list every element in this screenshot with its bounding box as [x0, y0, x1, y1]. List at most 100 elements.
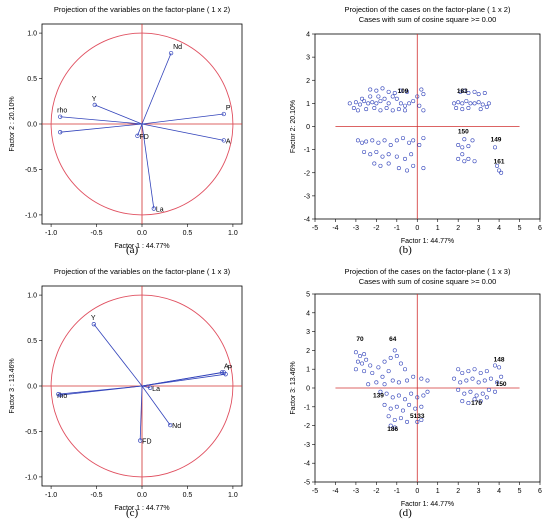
case-point — [390, 395, 395, 400]
case-point — [400, 136, 405, 141]
case-point — [409, 152, 414, 157]
case-point — [415, 94, 420, 99]
variable-point — [168, 50, 174, 56]
x-tick-label: -3 — [353, 488, 359, 495]
variable-label: rho — [57, 393, 67, 400]
y-tick-label: 2 — [306, 78, 310, 85]
case-point — [370, 370, 375, 375]
case-point — [484, 395, 489, 400]
case-point — [466, 106, 471, 111]
case-point — [497, 365, 502, 370]
case-point — [499, 374, 504, 379]
case-point — [398, 88, 403, 93]
case-point — [384, 391, 389, 396]
variable-point — [92, 102, 97, 108]
case-point — [378, 108, 383, 113]
case-point — [460, 101, 465, 106]
case-point — [386, 89, 391, 94]
case-point — [478, 399, 483, 404]
y-tick-label: -3 — [304, 193, 310, 200]
case-point — [472, 101, 477, 106]
case-point — [355, 108, 360, 113]
variable-point — [219, 370, 225, 375]
variable-point — [58, 130, 63, 135]
y-tick-label: 3 — [306, 55, 310, 62]
case-point — [480, 391, 485, 396]
case-point — [497, 168, 502, 173]
case-point — [421, 166, 426, 171]
case-point — [398, 361, 403, 366]
x-tick-label: 0.0 — [137, 230, 147, 237]
case-point — [472, 159, 477, 164]
chart-variables-f1-f3: Projection of the variables on the facto… — [2, 264, 274, 522]
x-tick-label: -1 — [394, 488, 400, 495]
variable-vector — [141, 123, 155, 209]
variable-vector — [141, 52, 172, 125]
case-point — [466, 401, 471, 406]
case-point — [394, 354, 399, 359]
case-point — [396, 380, 401, 385]
case-point — [355, 359, 360, 364]
case-point — [493, 145, 498, 150]
case-point — [394, 154, 399, 159]
variable-vector — [60, 123, 143, 133]
case-point — [495, 163, 500, 168]
case-point — [468, 389, 473, 394]
y-tick-label: -5 — [304, 480, 310, 487]
x-tick-label: 2 — [456, 488, 460, 495]
variable-vector — [141, 385, 151, 389]
x-tick-label: 1.0 — [228, 492, 238, 499]
case-point — [458, 89, 463, 94]
case-point — [470, 376, 475, 381]
case-point — [419, 417, 424, 422]
variable-label: P — [226, 105, 231, 112]
case-point — [364, 107, 369, 112]
case-point — [370, 100, 375, 105]
x-tick-label: 0 — [415, 488, 419, 495]
case-point — [403, 156, 408, 161]
case-point — [466, 144, 471, 149]
case-point — [362, 352, 367, 357]
variable-point — [221, 111, 226, 117]
case-point — [362, 99, 367, 104]
case-point — [376, 365, 381, 370]
case-point — [462, 391, 467, 396]
y-tick-label: 1.0 — [27, 31, 37, 38]
case-point — [460, 399, 465, 404]
x-axis-label: Factor 1: 44.77% — [401, 501, 454, 508]
case-point — [421, 108, 426, 113]
y-tick-label: -1.0 — [25, 212, 37, 219]
y-tick-label: -4 — [304, 217, 310, 224]
variable-label: Y — [92, 96, 97, 103]
case-point — [421, 136, 426, 141]
case-point — [464, 378, 469, 383]
chart-title: Projection of the cases on the factor-pl… — [345, 5, 511, 14]
case-point — [364, 357, 369, 362]
variable-vector — [94, 104, 143, 125]
case-point — [374, 380, 379, 385]
case-point — [392, 425, 397, 430]
chart-svg: Projection of the cases on the factor-pl… — [290, 267, 542, 508]
variable-vector — [141, 385, 171, 426]
unit-circle — [50, 294, 234, 478]
case-point — [358, 102, 363, 107]
panel-label-b: (b) — [399, 244, 412, 256]
variable-vector — [141, 113, 224, 125]
case-point — [488, 376, 493, 381]
case-point — [372, 106, 377, 111]
variable-point — [91, 322, 96, 327]
case-point — [382, 138, 387, 143]
case-label: 150 — [458, 128, 469, 135]
variable-point — [221, 138, 226, 143]
case-point — [360, 361, 365, 366]
case-point — [368, 87, 373, 92]
x-tick-label: -3 — [353, 225, 359, 232]
case-point — [417, 103, 422, 108]
x-tick-label: -1.0 — [45, 230, 57, 237]
case-point — [407, 101, 412, 106]
chart-subtitle: Cases with sum of cosine square >= 0.00 — [359, 277, 497, 286]
case-point — [360, 140, 365, 145]
case-point — [372, 161, 377, 166]
case-point — [403, 103, 408, 108]
case-point — [411, 138, 416, 143]
